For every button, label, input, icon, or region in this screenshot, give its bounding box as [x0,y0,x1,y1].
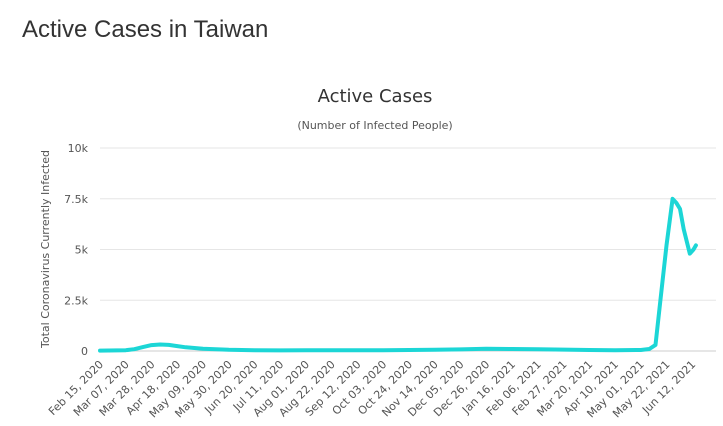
chart-subtitle: (Number of Infected People) [297,119,452,132]
page-heading: Active Cases in Taiwan [22,16,269,43]
series-group [98,196,698,353]
y-tick-label: 0 [81,345,88,358]
y-axis-title: Total Coronavirus Currently Infected [39,150,52,349]
y-axis-ticks: 0 2.5k 5k 7.5k 10k [64,142,88,358]
y-tick-label: 7.5k [64,193,88,206]
y-tick-label: 2.5k [64,294,88,307]
y-tick-label: 5k [75,244,89,257]
chart-title: Active Cases [318,86,433,107]
gridlines [100,147,716,301]
series-line-active-cases [98,196,698,353]
y-tick-label: 10k [68,142,89,155]
